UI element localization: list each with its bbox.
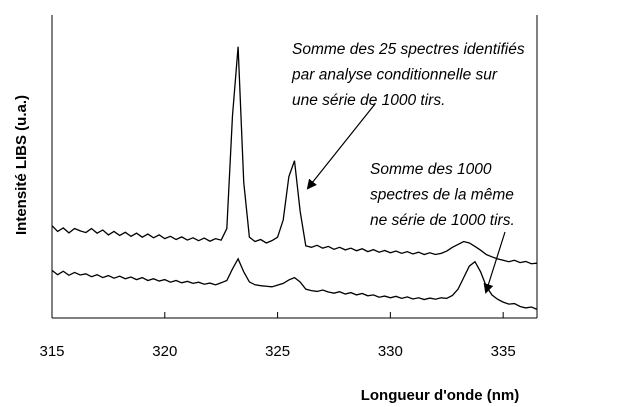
x-tick-label: 325 <box>265 343 290 360</box>
x-tick-label: 335 <box>491 343 516 360</box>
arrow <box>306 103 376 190</box>
annotation: spectres de la même <box>370 187 514 204</box>
annotation: ne série de 1000 tirs. <box>370 212 515 229</box>
x-tick-label: 315 <box>39 343 64 360</box>
annotation: Somme des 1000 <box>370 161 492 178</box>
annotation: une série de 1000 tirs. <box>292 92 445 109</box>
x-tick-label: 330 <box>378 343 403 360</box>
annotation: Somme des 25 spectres identifiés <box>292 41 525 58</box>
arrow <box>483 231 506 294</box>
spectrum-line <box>51 257 538 310</box>
y-axis-label: Intensité LIBS (u.a.) <box>13 95 30 235</box>
x-axis-label: Longueur d'onde (nm) <box>361 387 520 404</box>
spectrum-line <box>51 46 538 265</box>
x-tick-label: 320 <box>152 343 177 360</box>
annotation: par analyse conditionnelle sur <box>291 67 498 84</box>
